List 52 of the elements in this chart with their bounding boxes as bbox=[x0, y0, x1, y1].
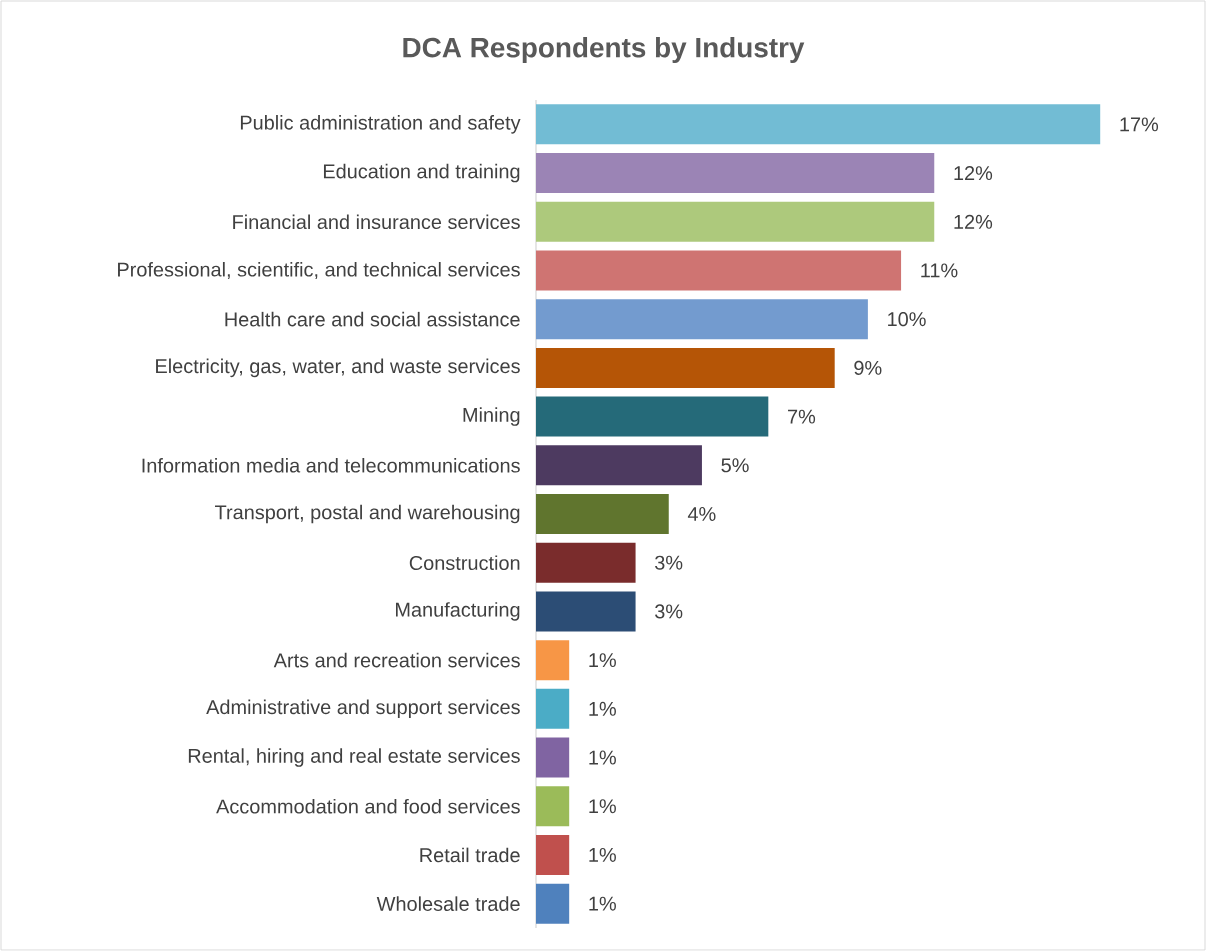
bar bbox=[536, 591, 636, 632]
bar bbox=[536, 396, 769, 437]
bar bbox=[536, 201, 935, 242]
bar bbox=[536, 688, 570, 729]
bar bbox=[536, 153, 935, 194]
bar bbox=[536, 104, 1101, 145]
data-label: 4% bbox=[687, 507, 716, 521]
y-tick-label: Health care and social assistance bbox=[225, 311, 520, 327]
bar bbox=[536, 737, 570, 778]
y-tick-label: Education and training bbox=[323, 163, 520, 183]
y-tick-label: Financial and insurance services bbox=[233, 214, 520, 230]
y-tick-label: Arts and recreation services bbox=[273, 652, 520, 668]
data-label: 7% bbox=[788, 409, 816, 424]
y-tick-label: Accommodation and food services bbox=[216, 798, 520, 814]
data-label: 5% bbox=[721, 458, 749, 473]
bar bbox=[536, 640, 570, 681]
bar bbox=[536, 347, 835, 388]
data-label: 1% bbox=[589, 799, 616, 814]
bar bbox=[536, 883, 570, 924]
y-tick-label: Transport, postal and warehousing bbox=[215, 504, 520, 524]
bar bbox=[536, 542, 636, 583]
data-label: 9% bbox=[854, 360, 882, 375]
y-tick-label: Construction bbox=[409, 555, 520, 571]
data-label: 10% bbox=[888, 312, 926, 327]
bar bbox=[536, 786, 570, 827]
chart-title: DCA Respondents by Industry bbox=[403, 36, 805, 63]
data-label: 1% bbox=[589, 896, 616, 911]
data-label: 3% bbox=[655, 555, 683, 570]
data-label: 1% bbox=[589, 847, 616, 862]
y-tick-label: Mining bbox=[463, 407, 520, 426]
bar bbox=[536, 834, 570, 875]
y-tick-label: Retail trade bbox=[420, 847, 520, 863]
y-tick-label: Wholesale trade bbox=[376, 896, 520, 911]
y-tick-label: Electricity, gas, water, and waste services bbox=[156, 358, 520, 378]
data-label: 3% bbox=[655, 604, 683, 619]
y-tick-label: Rental, hiring and real estate services bbox=[188, 748, 520, 767]
data-label: 17% bbox=[1120, 117, 1159, 132]
y-tick-label: Professional, scientific, and technical services bbox=[118, 261, 520, 279]
y-tick-label: Manufacturing bbox=[396, 602, 520, 621]
data-label: 12% bbox=[954, 166, 993, 181]
bar bbox=[536, 250, 902, 291]
data-label: 11% bbox=[921, 263, 958, 278]
bar bbox=[536, 494, 669, 535]
y-tick-label: Information media and telecommunications bbox=[142, 457, 520, 473]
y-tick-label: Administrative and support services bbox=[206, 699, 520, 719]
bar bbox=[536, 299, 868, 340]
data-label: 1% bbox=[589, 701, 616, 716]
data-label: 1% bbox=[589, 653, 616, 668]
y-tick-label: Public administration and safety bbox=[240, 115, 521, 134]
data-label: 12% bbox=[954, 214, 993, 229]
data-label: 1% bbox=[589, 750, 616, 765]
bar bbox=[536, 445, 702, 486]
